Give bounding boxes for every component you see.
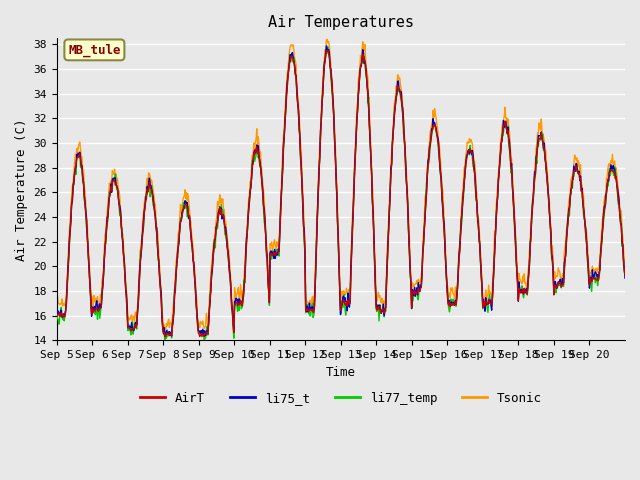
- Text: MB_tule: MB_tule: [68, 43, 121, 57]
- Y-axis label: Air Temperature (C): Air Temperature (C): [15, 118, 28, 261]
- Title: Air Temperatures: Air Temperatures: [268, 15, 414, 30]
- Legend: AirT, li75_t, li77_temp, Tsonic: AirT, li75_t, li77_temp, Tsonic: [134, 387, 547, 410]
- X-axis label: Time: Time: [326, 366, 356, 379]
